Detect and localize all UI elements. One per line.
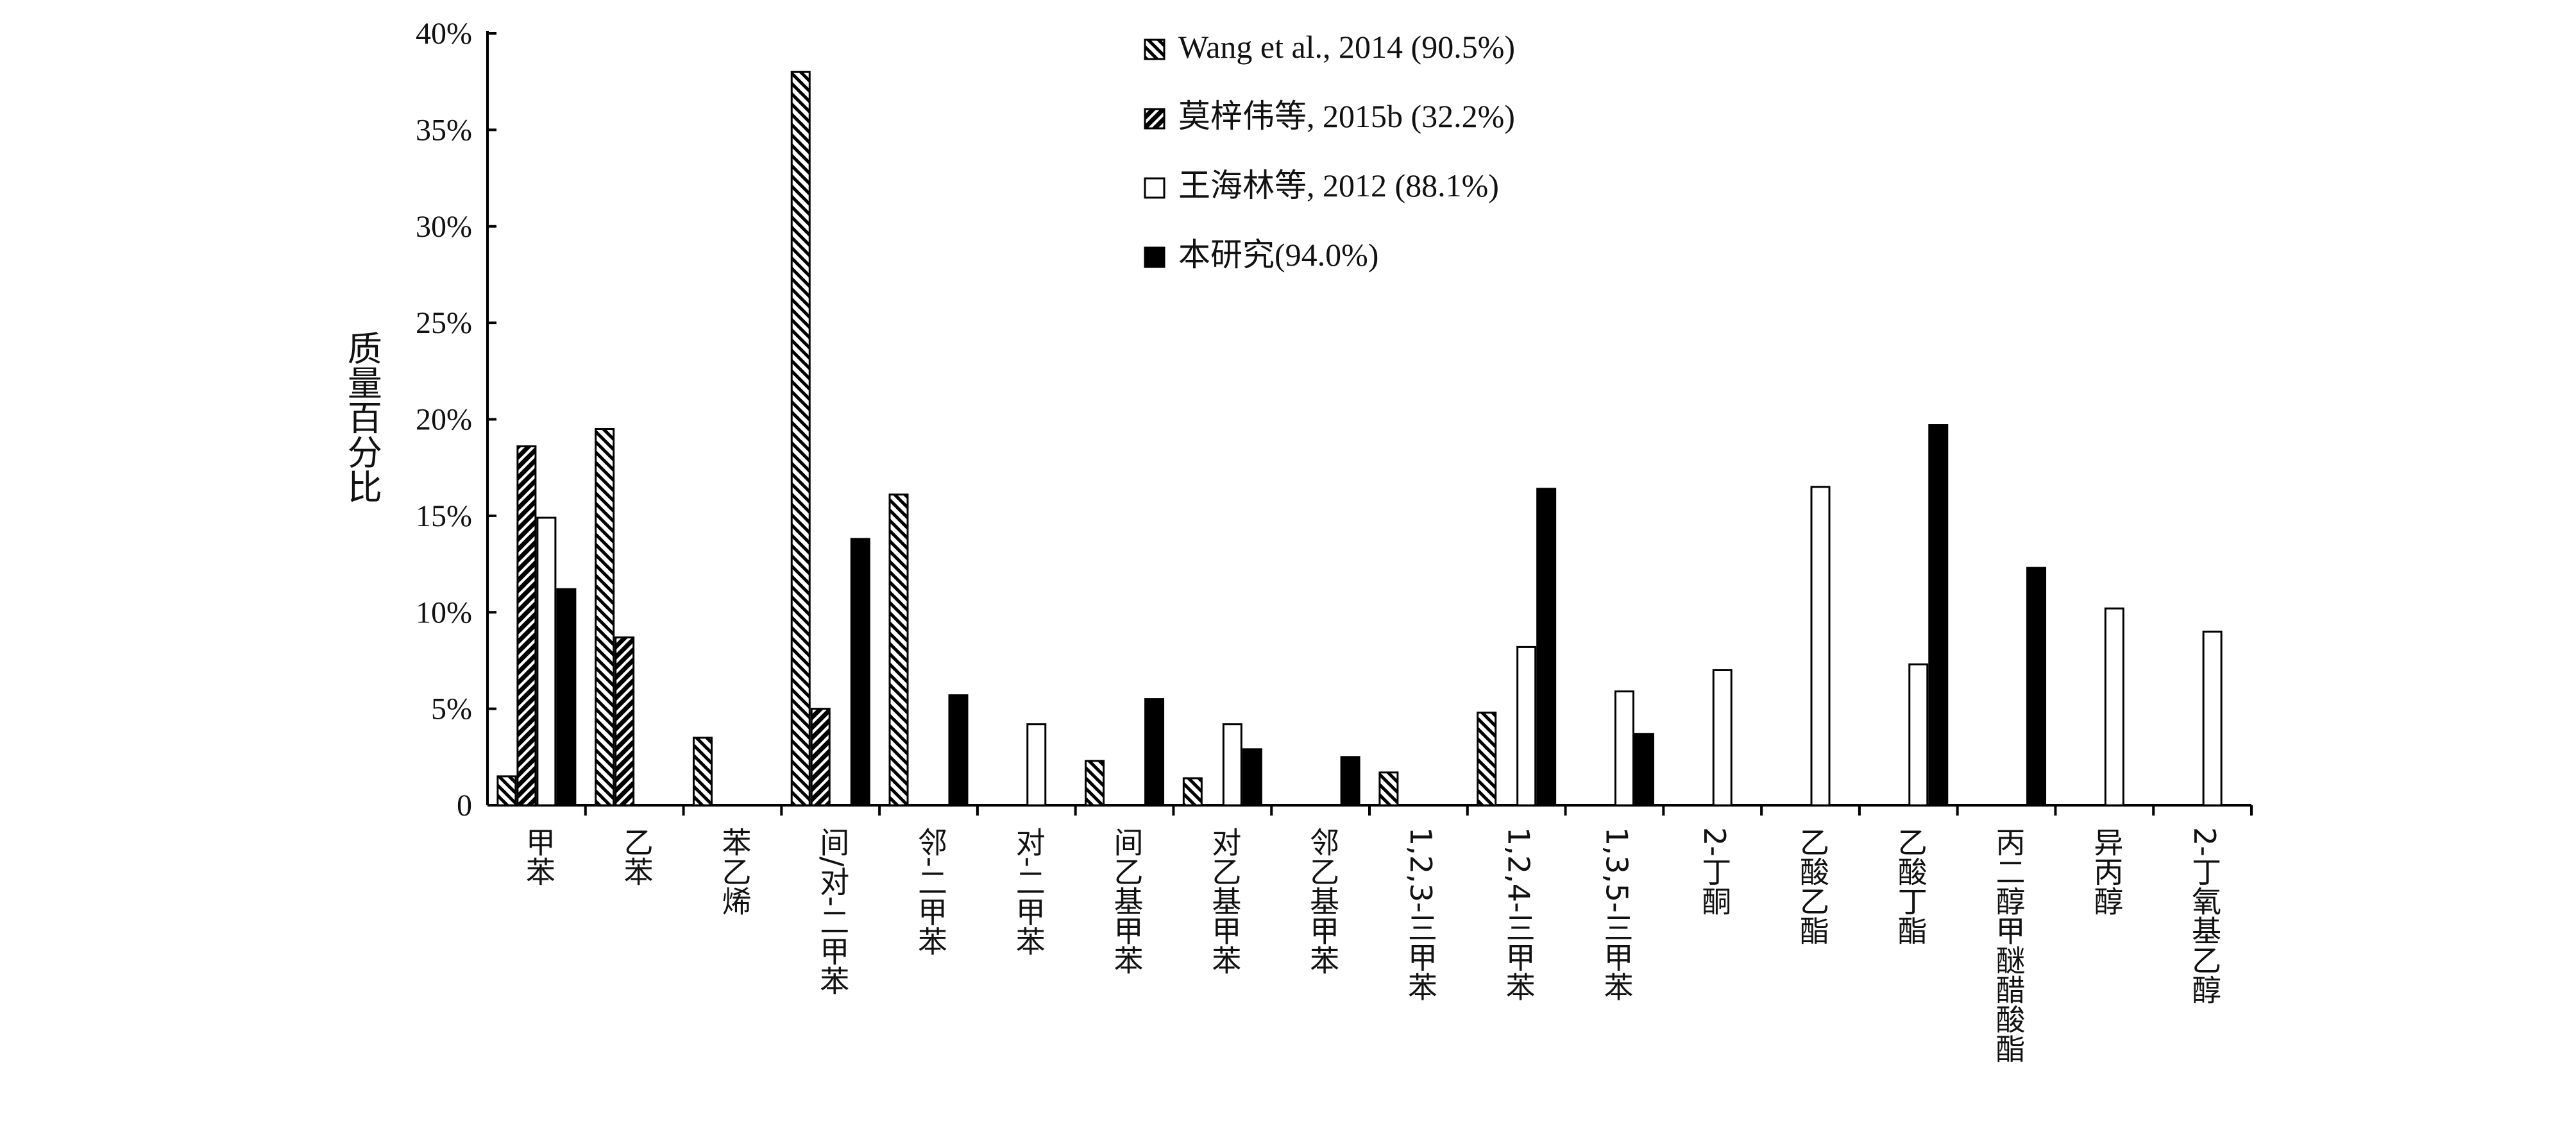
bar bbox=[1810, 486, 1831, 807]
y-tick-label: 10% bbox=[416, 595, 472, 629]
bar bbox=[2026, 567, 2047, 807]
bar bbox=[516, 445, 537, 807]
bar bbox=[496, 775, 517, 807]
bar bbox=[1222, 723, 1242, 807]
y-tick-label: 25% bbox=[416, 306, 472, 340]
y-tick-label: 35% bbox=[416, 113, 472, 147]
bar bbox=[1928, 424, 1949, 807]
x-tick-label: 邻-二甲苯 bbox=[913, 827, 948, 956]
bar bbox=[1085, 760, 1105, 807]
x-tick-label: 乙酸乙酯 bbox=[1795, 827, 1830, 945]
legend-label: 王海林等, 2012 (88.1%) bbox=[1178, 167, 1499, 203]
bar bbox=[1340, 756, 1360, 807]
bar bbox=[948, 694, 969, 807]
bar bbox=[1908, 663, 1929, 807]
bar bbox=[1026, 723, 1047, 807]
x-tick-label: 甲苯 bbox=[521, 827, 556, 886]
bar bbox=[2202, 630, 2223, 807]
bar bbox=[1516, 645, 1537, 807]
legend-label: 莫梓伟等, 2015b (32.2%) bbox=[1178, 98, 1515, 134]
bar bbox=[810, 708, 831, 807]
bar bbox=[1144, 698, 1165, 807]
bar bbox=[790, 71, 811, 807]
y-tick-label: 15% bbox=[416, 499, 472, 533]
y-tick-label: 30% bbox=[416, 210, 472, 244]
legend-label: 本研究(94.0%) bbox=[1178, 237, 1378, 273]
legend-label: Wang et al., 2014 (90.5%) bbox=[1178, 29, 1515, 65]
bar bbox=[1536, 488, 1557, 807]
x-tick-label: 丙二醇甲醚醋酸酯 bbox=[1992, 827, 2026, 1063]
bar bbox=[1712, 669, 1733, 807]
bar bbox=[692, 737, 713, 807]
y-axis-label: 质量百分比 bbox=[341, 330, 382, 504]
x-tick-label: 2-丁酮 bbox=[1697, 827, 1732, 916]
y-tick-label: 0 bbox=[457, 789, 472, 823]
bar bbox=[1477, 712, 1497, 807]
x-tick-label: 对乙基甲苯 bbox=[1207, 827, 1242, 975]
x-tick-label: 1,3,5-三甲苯 bbox=[1599, 827, 1634, 1002]
bar bbox=[536, 517, 557, 807]
x-tick-label: 1,2,4-三甲苯 bbox=[1502, 827, 1536, 1002]
bar bbox=[1614, 690, 1634, 807]
x-tick-label: 邻乙基甲苯 bbox=[1305, 827, 1340, 975]
x-tick-label: 间乙基甲苯 bbox=[1110, 827, 1144, 975]
y-tick-label: 5% bbox=[431, 692, 472, 726]
x-tick-label: 乙酸丁酯 bbox=[1894, 827, 1928, 945]
legend-swatch bbox=[1144, 246, 1165, 268]
legend-swatch bbox=[1144, 108, 1165, 130]
x-tick-label: 乙苯 bbox=[620, 827, 654, 886]
y-tick-label: 40% bbox=[416, 17, 472, 51]
x-tick-label: 2-丁氧基乙醇 bbox=[2187, 827, 2222, 1004]
legend-swatch bbox=[1144, 38, 1165, 60]
x-tick-label: 对-二甲苯 bbox=[1012, 827, 1046, 956]
bar bbox=[1242, 748, 1262, 807]
bar bbox=[614, 636, 635, 807]
bar bbox=[2104, 607, 2124, 807]
bar bbox=[1634, 733, 1654, 807]
x-tick-label: 间/对-二甲苯 bbox=[815, 827, 850, 995]
bar bbox=[888, 493, 909, 807]
y-tick-label: 20% bbox=[416, 403, 472, 437]
bar bbox=[850, 538, 870, 807]
bar bbox=[556, 588, 577, 807]
x-tick-label: 1,2,3-三甲苯 bbox=[1403, 827, 1438, 1002]
x-tick-label: 异丙醇 bbox=[2089, 827, 2124, 916]
bar bbox=[595, 428, 615, 807]
legend-swatch bbox=[1144, 177, 1165, 199]
bar bbox=[1378, 771, 1399, 807]
x-tick-label: 苯乙烯 bbox=[717, 827, 752, 916]
bar bbox=[1182, 777, 1203, 807]
